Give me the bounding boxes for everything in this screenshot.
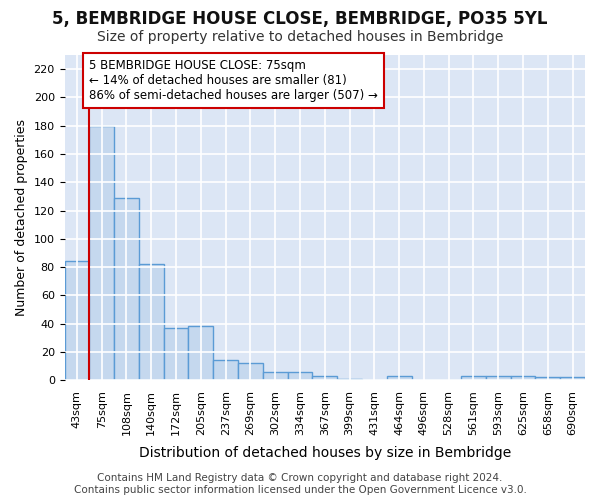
Bar xyxy=(164,328,188,380)
Y-axis label: Number of detached properties: Number of detached properties xyxy=(15,119,28,316)
Bar xyxy=(114,198,139,380)
Bar xyxy=(535,378,560,380)
Bar xyxy=(461,376,486,380)
Bar xyxy=(263,372,287,380)
Bar xyxy=(486,376,511,380)
Bar xyxy=(337,379,362,380)
Bar xyxy=(511,376,535,380)
Bar xyxy=(313,376,337,380)
Bar xyxy=(560,378,585,380)
Text: Contains HM Land Registry data © Crown copyright and database right 2024.
Contai: Contains HM Land Registry data © Crown c… xyxy=(74,474,526,495)
Text: Size of property relative to detached houses in Bembridge: Size of property relative to detached ho… xyxy=(97,30,503,44)
Bar xyxy=(238,363,263,380)
Text: 5, BEMBRIDGE HOUSE CLOSE, BEMBRIDGE, PO35 5YL: 5, BEMBRIDGE HOUSE CLOSE, BEMBRIDGE, PO3… xyxy=(52,10,548,28)
Bar xyxy=(89,126,114,380)
Text: 5 BEMBRIDGE HOUSE CLOSE: 75sqm
← 14% of detached houses are smaller (81)
86% of : 5 BEMBRIDGE HOUSE CLOSE: 75sqm ← 14% of … xyxy=(89,59,378,102)
Bar xyxy=(387,376,412,380)
Bar xyxy=(188,326,213,380)
X-axis label: Distribution of detached houses by size in Bembridge: Distribution of detached houses by size … xyxy=(139,446,511,460)
Bar xyxy=(287,372,313,380)
Bar xyxy=(139,264,164,380)
Bar xyxy=(65,262,89,380)
Bar xyxy=(213,360,238,380)
